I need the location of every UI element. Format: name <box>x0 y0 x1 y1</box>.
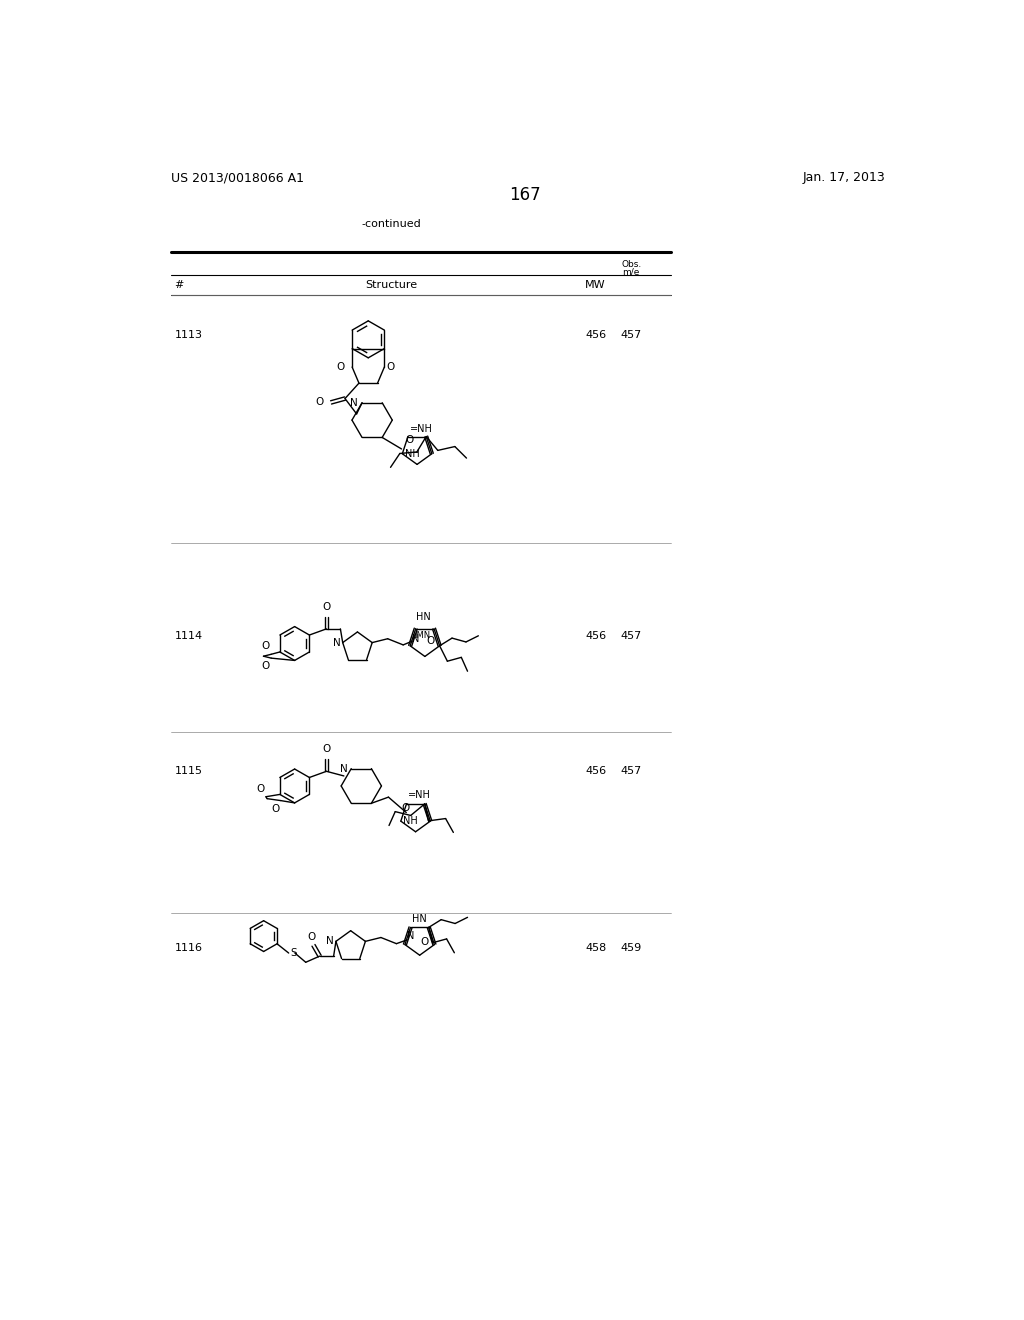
Text: Obs.: Obs. <box>622 260 642 269</box>
Text: 456: 456 <box>586 766 606 776</box>
Text: 458: 458 <box>586 942 606 953</box>
Text: Jan. 17, 2013: Jan. 17, 2013 <box>802 172 885 185</box>
Text: =NH: =NH <box>411 424 433 434</box>
Text: HN: HN <box>412 913 427 924</box>
Text: m/e: m/e <box>622 268 639 277</box>
Text: IMN: IMN <box>414 631 430 640</box>
Text: O: O <box>315 397 324 408</box>
Text: O: O <box>387 362 395 372</box>
Text: 456: 456 <box>586 330 606 341</box>
Text: #: # <box>174 280 184 290</box>
Text: NH: NH <box>403 816 418 826</box>
Text: O: O <box>323 744 331 755</box>
Text: O: O <box>256 784 264 793</box>
Text: N: N <box>413 634 420 644</box>
Text: O: O <box>406 436 414 445</box>
Text: US 2013/0018066 A1: US 2013/0018066 A1 <box>171 172 304 185</box>
Text: -continued: -continued <box>361 219 421 228</box>
Text: 457: 457 <box>621 631 641 640</box>
Text: S: S <box>290 948 297 958</box>
Text: 1116: 1116 <box>174 942 203 953</box>
Text: 457: 457 <box>621 330 641 341</box>
Text: =NH: =NH <box>408 791 431 800</box>
Text: 1113: 1113 <box>174 330 203 341</box>
Text: O: O <box>271 804 280 813</box>
Text: MW: MW <box>586 280 606 290</box>
Text: 1114: 1114 <box>174 631 203 640</box>
Text: Structure: Structure <box>366 280 418 290</box>
Text: NH: NH <box>404 449 420 459</box>
Text: 459: 459 <box>621 942 641 953</box>
Text: O: O <box>261 642 269 651</box>
Text: 1115: 1115 <box>174 766 203 776</box>
Text: O: O <box>308 932 316 942</box>
Text: O: O <box>421 937 429 946</box>
Text: O: O <box>426 636 434 647</box>
Text: N: N <box>326 936 334 946</box>
Text: HN: HN <box>416 612 430 623</box>
Text: O: O <box>401 803 410 813</box>
Text: N: N <box>333 638 340 648</box>
Text: N: N <box>350 397 358 408</box>
Text: 456: 456 <box>586 631 606 640</box>
Text: O: O <box>323 602 331 612</box>
Text: O: O <box>261 661 269 671</box>
Text: 457: 457 <box>621 766 641 776</box>
Text: O: O <box>336 362 344 372</box>
Text: N: N <box>408 931 415 941</box>
Text: N: N <box>340 763 348 774</box>
Text: 167: 167 <box>509 186 541 205</box>
